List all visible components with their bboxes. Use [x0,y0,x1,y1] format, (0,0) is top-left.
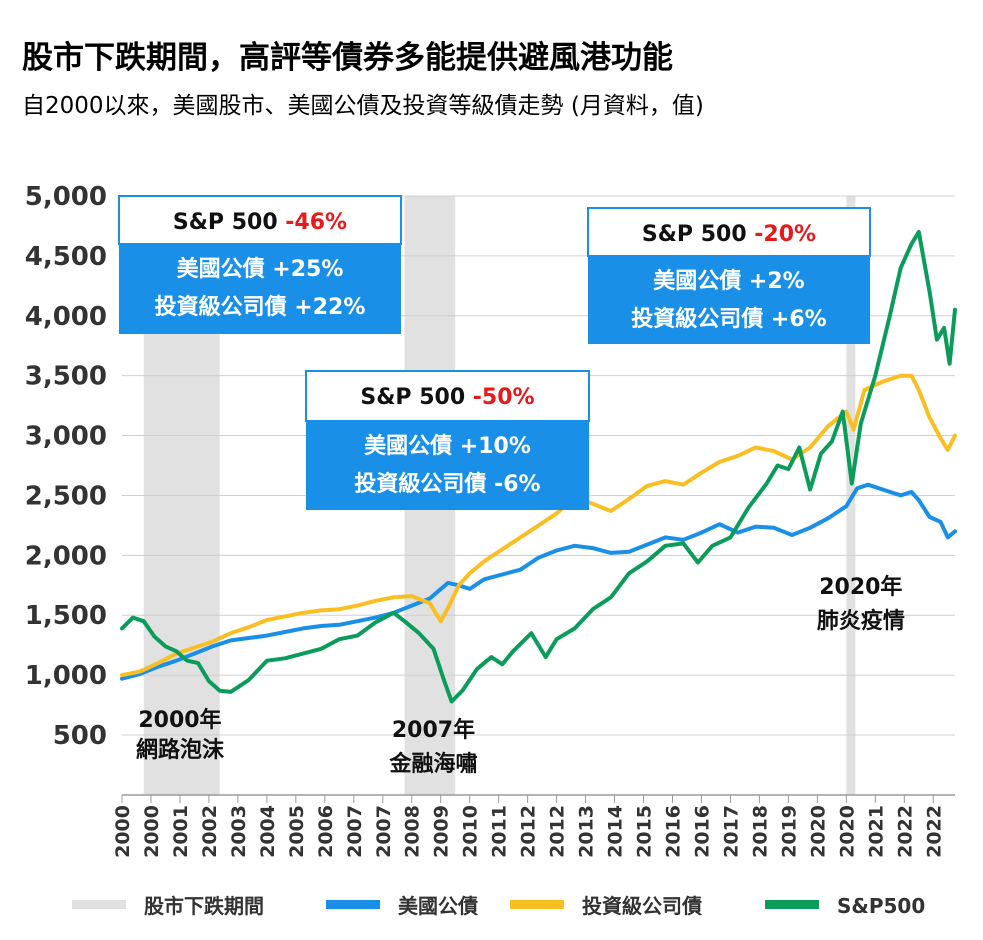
box-line: 投資級公司債 -6% [354,471,540,497]
x-tick-label: 2022 [923,805,945,858]
y-tick-label: 3,500 [25,362,107,392]
change-box-1: S&P 500 -50% 美國公債 +10% 投資級公司債 -6% [305,370,590,510]
box-index-change: -50% [473,385,535,410]
x-tick-label: 2001 [170,805,192,858]
legend-label: S&P500 [837,894,925,918]
box-line: 美國公債 +25% [177,256,344,282]
change-boxes: S&P 500 -46%美國公債 +25%投資級公司債 +22%S&P 500 … [118,195,871,510]
legend-label: 股市下跌期間 [144,894,264,918]
box-line: 美國公債 +10% [364,433,531,459]
chart-title: 股市下跌期間，高評等債券多能提供避風港功能 [22,40,673,76]
y-tick-label: 1,000 [25,661,107,691]
x-tick-label: 2012 [547,805,569,858]
legend-swatch [510,900,564,909]
y-tick-label: 2,000 [25,541,107,571]
legend-swatch [765,900,819,909]
x-tick-label: 2014 [605,805,627,858]
box-index-change: -20% [754,222,816,247]
box-index-label: S&P 500 [173,210,285,235]
x-tick-label: 2016 [691,805,713,858]
legend-swatch [326,900,380,909]
legend-swatch [72,900,126,909]
x-tick-label: 2009 [431,805,453,858]
x-tick-label: 2005 [286,805,308,858]
x-tick-label: 2004 [257,805,279,858]
change-box-0: S&P 500 -46% 美國公債 +25% 投資級公司債 +22% [118,195,402,334]
annotation-text: 網路泡沫 [136,737,225,763]
x-tick-label: 2008 [402,805,424,858]
legend-item-0: 股市下跌期間 [72,894,264,918]
annotation-text: 2007年 [392,717,475,743]
legend-item-3: S&P500 [765,894,925,918]
y-tick-label: 1,500 [25,601,107,631]
y-tick-label: 3,000 [25,422,107,452]
x-tick-label: 2022 [894,805,916,858]
chart-subtitle: 自2000以來，美國股市、美國公債及投資等級債走勢 (月資料，值) [22,93,704,119]
x-tick-label: 2011 [489,805,511,858]
x-tick-label: 2018 [749,805,771,858]
box-header-text: S&P 500 -20% [642,222,816,247]
x-tick-label: 2012 [518,805,540,858]
y-tick-label: 2,500 [25,481,107,511]
x-tick-label: 2017 [720,805,742,858]
x-tick-label: 2003 [228,805,250,858]
y-tick-label: 4,500 [25,242,107,272]
x-tick-label: 2007 [373,805,395,858]
x-tick-label: 2021 [865,805,887,858]
box-line: 美國公債 +2% [653,268,804,294]
box-line: 投資級公司債 +22% [155,294,366,320]
x-tick-label: 2002 [199,805,221,858]
box-index-change: -46% [285,210,347,235]
legend: 股市下跌期間 美國公債 投資級公司債 S&P500 [72,894,925,918]
x-tick-label: 2010 [460,805,482,858]
box-header [305,370,590,422]
box-header-text: S&P 500 -46% [173,210,347,235]
y-tick-label: 5,000 [25,182,107,212]
x-tick-label: 2020 [836,805,858,858]
box-line: 投資級公司債 +6% [631,306,826,332]
annotation-text: 2020年 [819,574,902,600]
box-index-label: S&P 500 [642,222,754,247]
box-body [588,256,870,344]
y-tick-label: 4,000 [25,302,107,332]
legend-item-1: 美國公債 [326,894,478,918]
box-body [306,421,589,510]
annotation-text: 肺炎疫情 [817,608,905,634]
series-lines [120,229,957,704]
y-tick-label: 500 [53,721,107,751]
series-line-1 [120,373,957,678]
x-tick-label: 2013 [576,805,598,858]
x-axis: 2000 2000 2001 2002 2003 2004 2005 2006 2007 2007… [112,795,945,858]
legend-item-2: 投資級公司債 [510,894,702,918]
x-tick-label: 2019 [778,805,800,858]
series-line-0 [120,482,957,681]
x-tick-label: 2007 [344,805,366,858]
x-tick-label: 2000 [112,805,134,858]
annotation-text: 金融海嘯 [388,751,477,777]
legend-label: 美國公債 [398,894,478,918]
series-line-2 [120,229,957,704]
change-box-2: S&P 500 -20% 美國公債 +2% 投資級公司債 +6% [587,207,871,344]
y-axis: 500 1,000 1,500 2,000 2,500 3,000 3,500 4,000 4,… [25,182,107,751]
box-header-text: S&P 500 -50% [360,385,534,410]
legend-label: 投資級公司債 [582,894,702,918]
annotation-text: 2000年 [138,707,221,733]
x-tick-label: 2015 [634,805,656,858]
x-tick-label: 2016 [663,805,685,858]
x-tick-label: 2006 [315,805,337,858]
box-body [119,244,401,334]
x-tick-label: 2000 [141,805,163,858]
box-header [587,207,871,257]
x-tick-label: 2020 [807,805,829,858]
box-index-label: S&P 500 [360,385,472,410]
box-header [118,195,402,245]
